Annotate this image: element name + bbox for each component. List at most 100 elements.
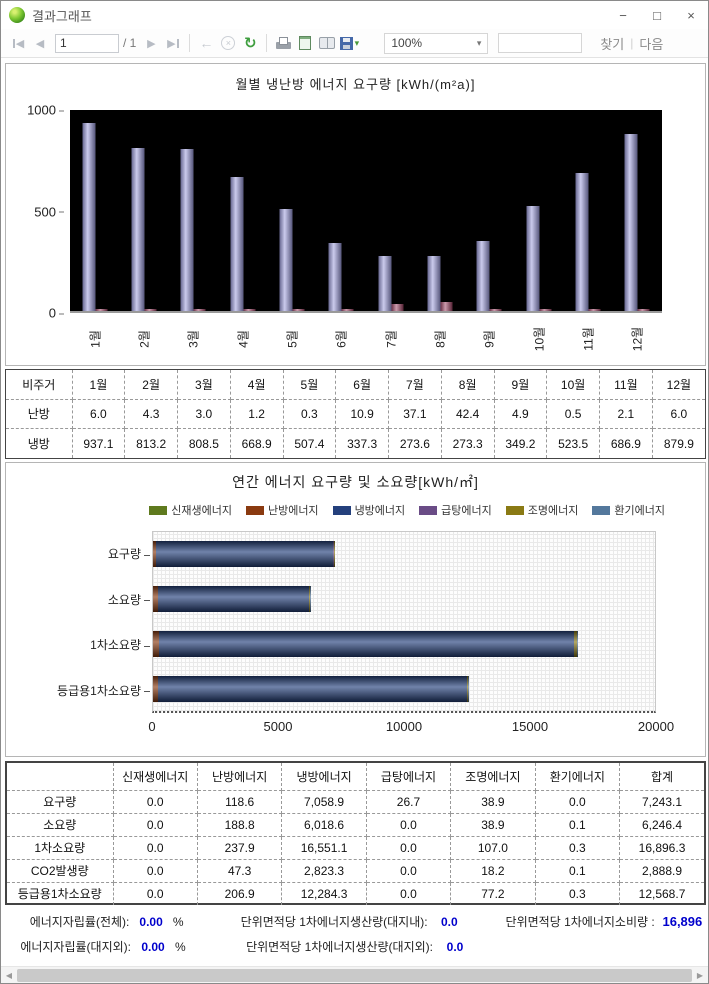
chart1-bar-냉방: [378, 256, 392, 311]
last-page-button[interactable]: ▶: [163, 32, 183, 54]
maximize-button[interactable]: □: [653, 7, 661, 23]
back-button[interactable]: ←: [196, 32, 216, 54]
chart2-bar: [153, 586, 655, 613]
chart2-segment-환기에너지: [577, 630, 579, 657]
chart2-segment-조명에너지: [308, 586, 310, 613]
table-header-cell: 냉방에너지: [281, 763, 367, 791]
table-cell: 4.9: [493, 398, 548, 429]
summary-value: 0.0: [446, 939, 464, 954]
print-button[interactable]: [273, 32, 293, 54]
summary-value: 0.0: [440, 914, 458, 929]
scroll-right-icon[interactable]: ▶: [696, 971, 704, 980]
chart2-segment-난방에너지: [153, 675, 159, 702]
export-button[interactable]: ▾: [339, 32, 359, 54]
table-row: 1차소요량 0.0 237.9 16,551.1 0.0 107.0 0.3 16,896.3: [7, 835, 704, 860]
table-header-cell: 4월: [229, 370, 284, 400]
chart1-bar-냉방: [526, 205, 540, 311]
chart1-plot: [70, 110, 662, 313]
table-header-cell: 합계: [619, 763, 704, 791]
toolbar-separator: [266, 34, 268, 52]
chart1-x-label: 7월: [366, 315, 415, 363]
chart1-bar-난방: [193, 309, 206, 311]
horizontal-scrollbar[interactable]: ◀ ▶: [1, 966, 708, 983]
chart1-bar-냉방: [624, 134, 638, 311]
table-cell: 0.0: [112, 858, 198, 883]
table-row-label: CO2발생량: [7, 858, 114, 883]
table-cell: 0.3: [282, 398, 337, 429]
chart2-segment-환기에너지: [468, 675, 470, 702]
print-layout-icon: [299, 36, 312, 50]
chart1-bar-난방: [341, 308, 354, 311]
chart2-x-tick-label: 10000: [385, 719, 423, 734]
table-cell: 686.9: [599, 428, 653, 458]
legend-label: 환기에너지: [614, 505, 665, 517]
chart2-ylabels: 요구량 소요량 1차소요량 등급용1차소요량: [12, 531, 150, 713]
chart1-bar-pair: [575, 110, 601, 311]
annual-table-wrap: 신재생에너지 난방에너지 냉방에너지 급탕에너지 조명에너지 환기에너지 합계 요구량 0.0 1…: [5, 761, 706, 905]
table-cell: 937.1: [71, 428, 126, 458]
table-cell: 0.0: [365, 835, 452, 860]
table-cell: 6,246.4: [619, 812, 704, 837]
chart1-x-label-text: 5월: [285, 330, 300, 348]
annual-table: 신재생에너지 난방에너지 냉방에너지 급탕에너지 조명에너지 환기에너지 합계 요구량 0.0 1…: [7, 763, 704, 905]
monthly-table: 비주거 1월 2월 3월 4월 5월 6월 7월 8월 9월 10월 11월 12월 난방 6.0 4.3 3.…: [6, 370, 705, 458]
find-next-button[interactable]: 다음: [639, 36, 664, 52]
table-row: 소요량 0.0 188.8 6,018.6 0.0 38.9 0.1 6,246.4: [7, 812, 704, 837]
table-cell: 7,243.1: [619, 789, 704, 814]
table-cell: 0.0: [112, 812, 198, 837]
legend-item: 난방에너지: [245, 502, 319, 518]
chart1-month-slot: [415, 110, 464, 311]
table-header-cell: 8월: [440, 370, 495, 400]
find-button[interactable]: 찾기: [600, 36, 625, 52]
minimize-button[interactable]: −: [619, 7, 627, 23]
legend-swatch: [592, 505, 611, 515]
table-cell: 813.2: [124, 428, 178, 458]
chart2-category-label: 소요량: [12, 577, 150, 623]
scrollbar-thumb[interactable]: [17, 969, 692, 982]
table-header-cell: 1월: [71, 370, 126, 400]
zoom-select[interactable]: 100% ▾: [384, 32, 489, 54]
table-cell: 3.0: [177, 398, 231, 429]
stop-button[interactable]: ×: [218, 32, 238, 54]
chart2-plot: [152, 531, 656, 713]
chart1-x-label: 6월: [317, 315, 366, 363]
scroll-left-icon[interactable]: ◀: [5, 971, 13, 980]
table-cell: 349.2: [493, 428, 548, 458]
chart1-y-tick-label: 0: [6, 306, 64, 321]
legend-label: 신재생에너지: [171, 505, 232, 517]
chart2-segment-냉방에너지: [157, 586, 309, 613]
page-setup-button[interactable]: [317, 32, 337, 54]
search-input[interactable]: [498, 33, 583, 53]
chart2-x-tick-label: 20000: [637, 719, 675, 734]
chart1-x-label-text: 12월: [630, 326, 645, 352]
table-cell: 1.2: [229, 398, 284, 429]
close-button[interactable]: ×: [687, 7, 695, 23]
refresh-button[interactable]: ↻: [240, 32, 260, 54]
chart2-segment-냉방에너지: [158, 630, 575, 657]
print-layout-button[interactable]: [295, 32, 315, 54]
first-page-button[interactable]: ◀: [8, 32, 28, 54]
table-cell: 12,568.7: [619, 881, 704, 905]
chart2-segment-조명에너지: [466, 675, 469, 702]
summary-label: 단위면적당 1차에너지소비량 :: [505, 915, 655, 929]
prev-page-button[interactable]: ◀: [30, 32, 50, 54]
chart2-segment-냉방에너지: [158, 675, 467, 702]
table-header-row: 비주거 1월 2월 3월 4월 5월 6월 7월 8월 9월 10월 11월 12월: [6, 370, 705, 400]
chart2-x-tick-label: 5000: [263, 719, 293, 734]
chart1-bar-난방: [292, 309, 305, 311]
chart2-legend: 신재생에너지 난방에너지 냉방에너지 급탕에너지 조명에너지 환기에너지: [149, 502, 665, 518]
table-cell: 4.3: [124, 398, 178, 429]
chart1-month-slot: [514, 110, 563, 311]
table-header-cell: 2월: [124, 370, 178, 400]
table-header-cell: 비주거: [6, 370, 73, 400]
chart1-x-label: 8월: [415, 315, 464, 363]
summary-area: 에너지자립률(전체): 0.00% 단위면적당 1차에너지생산량(대지내): 0.0 단…: [1, 909, 708, 959]
table-cell: 16,551.1: [281, 835, 367, 860]
table-cell: 6.0: [651, 398, 705, 429]
table-header-cell: 7월: [388, 370, 442, 400]
chart1-bar-난방: [144, 309, 157, 311]
page-number-input[interactable]: [55, 33, 119, 53]
chart2-bar: [153, 630, 655, 657]
chart2-category-label: 등급용1차소요량: [12, 668, 150, 714]
next-page-button[interactable]: ▶: [141, 32, 161, 54]
